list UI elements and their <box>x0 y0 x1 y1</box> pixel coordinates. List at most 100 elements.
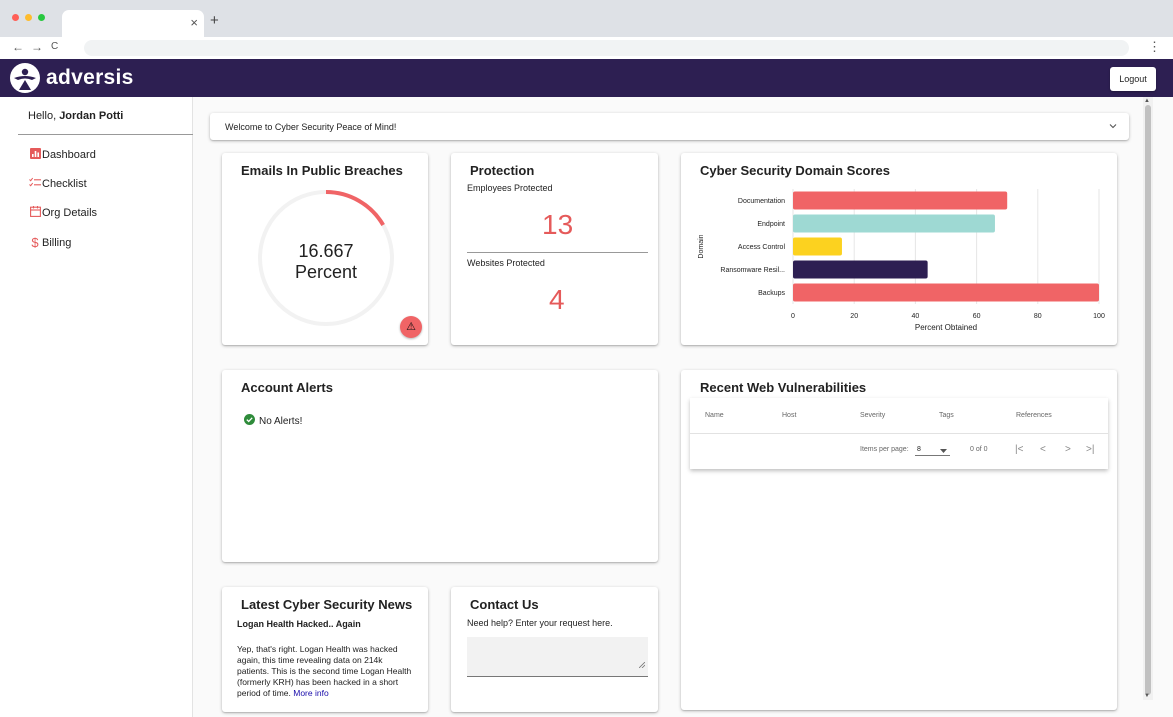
category-label: Access Control <box>738 244 786 251</box>
logout-button[interactable]: Logout <box>1110 67 1156 91</box>
items-per-page-select[interactable]: 8 <box>915 443 950 456</box>
welcome-text: Welcome to Cyber Security Peace of Mind! <box>225 122 397 132</box>
bar <box>793 260 928 279</box>
page-scrollbar[interactable]: ▲ ▼ <box>1143 97 1153 700</box>
news-card: Latest Cyber Security News Logan Health … <box>222 587 428 712</box>
table-divider <box>690 433 1108 434</box>
greeting-text: Hello, <box>28 110 57 122</box>
contact-prompt: Need help? Enter your request here. <box>467 618 613 628</box>
check-circle-icon <box>244 414 255 428</box>
browser-menu-icon[interactable]: ⋮ <box>1148 39 1161 54</box>
employees-protected-label: Employees Protected <box>467 183 553 193</box>
news-title: Latest Cyber Security News <box>241 597 413 612</box>
websites-protected-value: 4 <box>549 284 565 315</box>
maximize-window-button[interactable] <box>38 14 45 21</box>
scroll-thumb[interactable] <box>1145 105 1151 695</box>
scroll-down-icon[interactable]: ▼ <box>1144 693 1150 699</box>
contact-card: Contact Us Need help? Enter your request… <box>451 587 658 712</box>
column-header-references[interactable]: References <box>1016 412 1052 419</box>
welcome-panel[interactable]: Welcome to Cyber Security Peace of Mind! <box>210 113 1129 140</box>
vulnerabilities-table: Name Host Severity Tags References Items… <box>690 398 1108 469</box>
next-page-icon[interactable]: > <box>1065 444 1071 455</box>
sidebar-item-label: Dashboard <box>42 149 96 161</box>
sidebar-item-label: Org Details <box>42 207 98 219</box>
items-per-page-value: 8 <box>917 446 921 453</box>
tick-label: 40 <box>912 313 920 320</box>
previous-page-icon[interactable]: < <box>1040 444 1046 455</box>
domain-scores-chart: Documentation Endpoint Access Control Ranso… <box>698 189 1105 332</box>
user-name: Jordan Potti <box>59 110 124 122</box>
resize-handle-icon <box>638 655 646 673</box>
calendar-icon <box>29 206 41 220</box>
breaches-gauge <box>258 190 394 326</box>
sidebar-item-checklist[interactable]: Checklist <box>29 177 87 191</box>
column-header-severity[interactable]: Severity <box>860 412 886 419</box>
vulns-title: Recent Web Vulnerabilities <box>700 380 867 395</box>
category-label: Backups <box>758 290 785 297</box>
tick-label: 100 <box>1093 313 1105 320</box>
chevron-down-icon[interactable] <box>1109 121 1117 131</box>
protection-divider <box>467 252 648 253</box>
news-headline: Logan Health Hacked.. Again <box>237 619 361 629</box>
close-window-button[interactable] <box>12 14 19 21</box>
browser-toolbar: ← → C ⋮ <box>0 37 1173 59</box>
sidebar-item-label: Billing <box>42 236 72 249</box>
minimize-window-button[interactable] <box>25 14 32 21</box>
reload-icon[interactable]: C <box>51 41 59 52</box>
sidebar-item-label: Checklist <box>42 178 87 190</box>
more-info-link[interactable]: More info <box>293 688 329 698</box>
sidebar-item-dashboard[interactable]: Dashboard <box>29 148 96 162</box>
column-header-tags[interactable]: Tags <box>939 412 954 419</box>
back-icon[interactable]: ← <box>12 40 24 54</box>
alerts-title: Account Alerts <box>241 380 333 395</box>
tick-label: 20 <box>850 313 858 320</box>
bar <box>793 214 995 233</box>
news-body-text: Yep, that's right. Logan Health was hack… <box>237 644 412 698</box>
bar <box>793 191 1008 210</box>
warning-icon[interactable]: ⚠ <box>400 316 422 338</box>
first-page-icon[interactable]: |< <box>1015 444 1024 455</box>
brand-name: adversis <box>46 66 134 89</box>
pagination-range: 0 of 0 <box>970 446 988 453</box>
news-body: Yep, that's right. Logan Health was hack… <box>237 644 415 699</box>
y-axis-label: Domain <box>698 234 705 258</box>
bar <box>793 283 1099 302</box>
sidebar-item-org-details[interactable]: Org Details <box>29 206 97 220</box>
brand-logo[interactable]: adversis <box>10 63 134 93</box>
user-greeting: Hello, Jordan Potti <box>28 110 123 122</box>
category-label: Endpoint <box>757 221 785 228</box>
breaches-title: Emails In Public Breaches <box>241 163 403 178</box>
chart-title: Cyber Security Domain Scores <box>700 163 891 178</box>
domain-scores-card: Cyber Security Domain Scores Documentati… <box>681 153 1117 345</box>
sidebar-item-billing[interactable]: $ Billing <box>29 235 71 250</box>
browser-tab[interactable]: × <box>62 10 204 37</box>
category-label: Ransomware Resil... <box>720 267 785 274</box>
contact-title: Contact Us <box>470 597 539 612</box>
sidebar-divider <box>18 134 193 135</box>
app-header: adversis Logout <box>0 59 1173 97</box>
bar-chart-icon <box>29 148 41 162</box>
last-page-icon[interactable]: >| <box>1086 444 1095 455</box>
browser-tab-bar: × + <box>0 0 1173 37</box>
protection-title: Protection <box>470 163 535 178</box>
window-controls <box>12 14 45 21</box>
breaches-value: 16.667 Percent <box>256 241 396 283</box>
address-bar[interactable] <box>84 40 1129 56</box>
protection-card: Protection Employees Protected 13 Websit… <box>451 153 658 345</box>
dropdown-arrow-icon <box>940 448 947 455</box>
breaches-percent: 16.667 <box>298 241 354 261</box>
new-tab-icon[interactable]: + <box>210 12 219 29</box>
column-header-host[interactable]: Host <box>782 412 797 419</box>
column-header-name[interactable]: Name <box>705 412 724 419</box>
scroll-up-icon[interactable]: ▲ <box>1144 98 1150 104</box>
contact-request-textarea[interactable] <box>467 637 648 677</box>
employees-protected-value: 13 <box>542 209 574 240</box>
checklist-icon <box>29 177 41 191</box>
breaches-unit: Percent <box>294 262 358 282</box>
dollar-icon: $ <box>31 235 39 250</box>
forward-icon[interactable]: → <box>31 40 43 54</box>
gauge-progress-arc <box>325 190 385 227</box>
websites-protected-label: Websites Protected <box>467 258 545 268</box>
close-tab-icon[interactable]: × <box>190 15 198 30</box>
breaches-card: Emails In Public Breaches 16.667 Percent… <box>222 153 428 345</box>
